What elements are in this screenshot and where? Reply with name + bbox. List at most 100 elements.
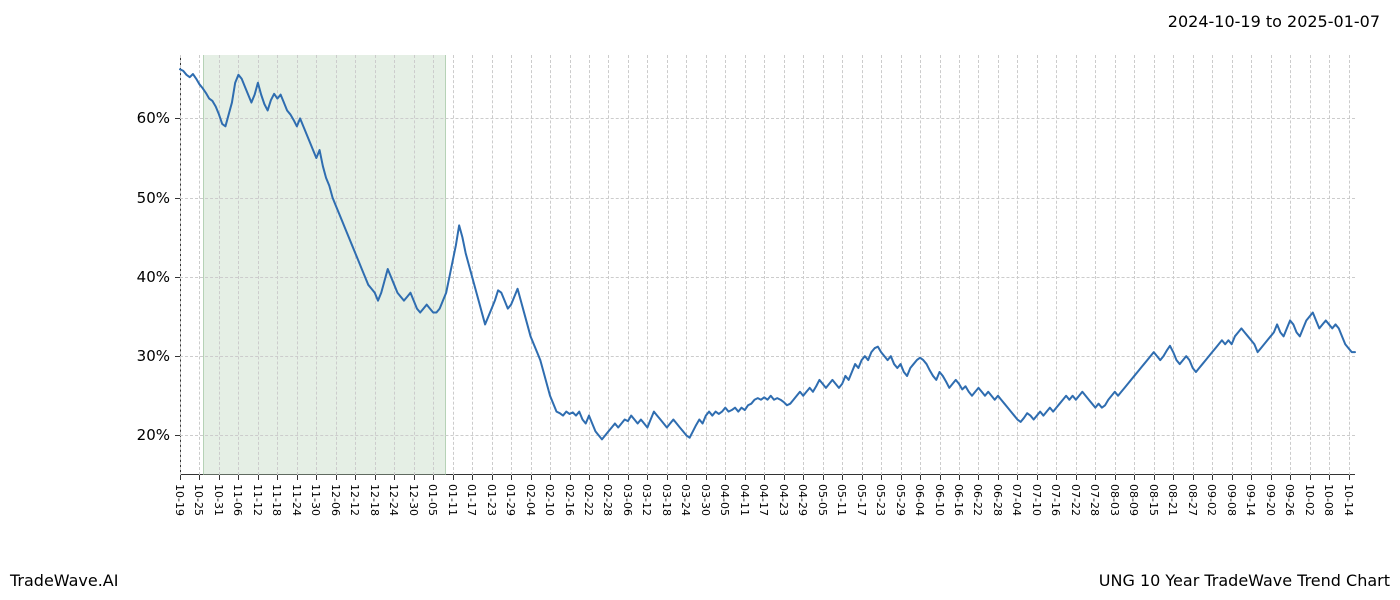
xtick-mark (316, 475, 317, 480)
ytick-label: 30% (110, 347, 170, 365)
xtick-mark (803, 475, 804, 480)
xtick-label: 09-08 (1225, 484, 1238, 516)
xtick-mark (511, 475, 512, 480)
ytick-label: 20% (110, 426, 170, 444)
xtick-mark (492, 475, 493, 480)
xtick-mark (336, 475, 337, 480)
xtick-label: 07-10 (1030, 484, 1043, 516)
xtick-label: 12-12 (348, 484, 361, 516)
xtick-label: 04-11 (738, 484, 751, 516)
xtick-label: 11-18 (270, 484, 283, 516)
xtick-mark (238, 475, 239, 480)
xtick-label: 08-27 (1186, 484, 1199, 516)
xtick-label: 05-23 (874, 484, 887, 516)
xtick-label: 11-30 (309, 484, 322, 516)
xtick-label: 01-29 (504, 484, 517, 516)
xtick-mark (628, 475, 629, 480)
xtick-label: 09-14 (1244, 484, 1257, 516)
xtick-mark (959, 475, 960, 480)
xtick-mark (881, 475, 882, 480)
xtick-mark (667, 475, 668, 480)
xtick-mark (297, 475, 298, 480)
xtick-mark (842, 475, 843, 480)
xtick-label: 08-21 (1166, 484, 1179, 516)
xtick-label: 03-12 (640, 484, 653, 516)
xtick-mark (1056, 475, 1057, 480)
xtick-label: 03-30 (699, 484, 712, 516)
ytick-label: 60% (110, 109, 170, 127)
xtick-mark (1290, 475, 1291, 480)
xtick-label: 04-17 (757, 484, 770, 516)
xtick-label: 06-04 (913, 484, 926, 516)
xtick-mark (862, 475, 863, 480)
xtick-label: 07-04 (1010, 484, 1023, 516)
xtick-mark (1095, 475, 1096, 480)
xtick-mark (764, 475, 765, 480)
xtick-label: 08-15 (1147, 484, 1160, 516)
line-series (180, 55, 1355, 475)
xtick-mark (1193, 475, 1194, 480)
xtick-label: 05-11 (835, 484, 848, 516)
xtick-label: 06-28 (991, 484, 1004, 516)
xtick-label: 09-26 (1283, 484, 1296, 516)
xtick-mark (1076, 475, 1077, 480)
brand-text: TradeWave.AI (10, 571, 118, 590)
xtick-label: 08-03 (1108, 484, 1121, 516)
xtick-label: 02-28 (601, 484, 614, 516)
xtick-mark (940, 475, 941, 480)
xtick-mark (1271, 475, 1272, 480)
xtick-mark (1310, 475, 1311, 480)
xtick-label: 04-23 (777, 484, 790, 516)
xtick-mark (1173, 475, 1174, 480)
xtick-label: 03-18 (660, 484, 673, 516)
xtick-mark (277, 475, 278, 480)
xtick-label: 09-20 (1264, 484, 1277, 516)
xtick-mark (258, 475, 259, 480)
xtick-label: 01-23 (485, 484, 498, 516)
ytick-label: 40% (110, 268, 170, 286)
xtick-mark (1329, 475, 1330, 480)
xtick-mark (1017, 475, 1018, 480)
xtick-label: 06-16 (952, 484, 965, 516)
xtick-mark (375, 475, 376, 480)
xtick-mark (414, 475, 415, 480)
xtick-label: 10-14 (1342, 484, 1355, 516)
xtick-label: 01-17 (465, 484, 478, 516)
xtick-label: 01-05 (426, 484, 439, 516)
xtick-label: 02-10 (543, 484, 556, 516)
xtick-label: 10-25 (192, 484, 205, 516)
chart-title: UNG 10 Year TradeWave Trend Chart (1099, 571, 1390, 590)
xtick-label: 02-04 (524, 484, 537, 516)
xtick-mark (570, 475, 571, 480)
xtick-mark (453, 475, 454, 480)
xtick-mark (745, 475, 746, 480)
xtick-mark (433, 475, 434, 480)
xtick-mark (647, 475, 648, 480)
xtick-label: 07-22 (1069, 484, 1082, 516)
xtick-mark (998, 475, 999, 480)
xtick-mark (1232, 475, 1233, 480)
xtick-mark (1037, 475, 1038, 480)
xtick-label: 02-22 (582, 484, 595, 516)
xtick-mark (901, 475, 902, 480)
xtick-mark (978, 475, 979, 480)
xtick-label: 12-24 (387, 484, 400, 516)
xtick-label: 07-28 (1088, 484, 1101, 516)
xtick-mark (472, 475, 473, 480)
xtick-mark (531, 475, 532, 480)
xtick-label: 10-19 (173, 484, 186, 516)
xtick-label: 05-29 (894, 484, 907, 516)
xtick-mark (1154, 475, 1155, 480)
xtick-mark (608, 475, 609, 480)
xtick-label: 10-31 (212, 484, 225, 516)
xtick-mark (1115, 475, 1116, 480)
date-range-text: 2024-10-19 to 2025-01-07 (1168, 12, 1380, 31)
xtick-label: 11-12 (251, 484, 264, 516)
xtick-mark (180, 475, 181, 480)
xtick-label: 11-24 (290, 484, 303, 516)
xtick-mark (394, 475, 395, 480)
xtick-mark (920, 475, 921, 480)
xtick-label: 02-16 (563, 484, 576, 516)
xtick-label: 12-06 (329, 484, 342, 516)
xtick-mark (686, 475, 687, 480)
